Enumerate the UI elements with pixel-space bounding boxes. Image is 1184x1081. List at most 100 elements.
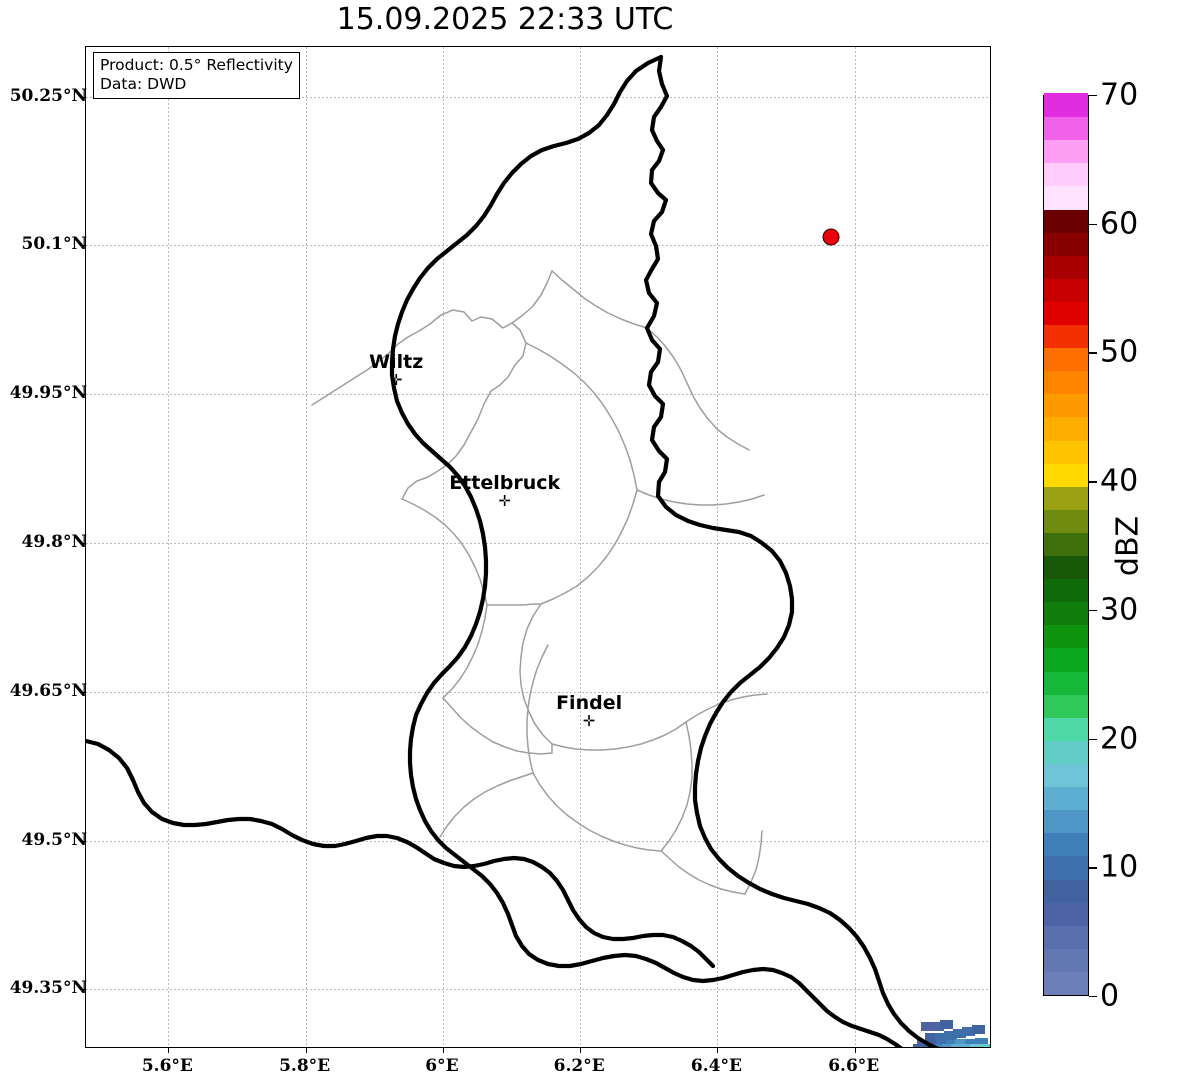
colorbar-band — [1044, 740, 1088, 764]
gridline-lon — [305, 47, 307, 1047]
colorbar-band — [1044, 532, 1088, 557]
gridline-lat — [86, 989, 990, 991]
colorbar-band — [1044, 347, 1088, 372]
x-axis-tick-label-0: 5.6°E — [141, 1056, 193, 1076]
info-box: Product: 0.5° Reflectivity Data: DWD — [93, 52, 300, 99]
page-title: 15.09.2025 22:33 UTC — [336, 2, 674, 37]
colorbar-band — [1044, 578, 1088, 603]
gridline-lat — [86, 96, 990, 98]
geography-layer — [86, 54, 939, 1047]
gridline-lon — [717, 47, 719, 1047]
colorbar-band — [1044, 301, 1088, 326]
y-axis-tick-label-6: 49.35°N — [9, 978, 87, 999]
city-label-findel: Findel ✛ — [556, 691, 623, 730]
colorbar-band — [1044, 670, 1088, 695]
y-axis-tick — [80, 691, 86, 693]
radar-echo-cell — [974, 1037, 988, 1047]
y-axis-tick — [80, 543, 86, 545]
colorbar-tick-label-0: 0 — [1100, 978, 1120, 1014]
colorbar-band — [1044, 324, 1088, 349]
colorbar-tick — [1089, 609, 1097, 612]
colorbar-band — [1044, 786, 1088, 811]
colorbar-tick-label-40: 40 — [1100, 463, 1139, 499]
radar-echo-cell — [925, 1032, 939, 1042]
city-label-ettelbruck: Ettelbruck ✛ — [449, 472, 561, 511]
x-axis-tick-label-5: 6.6°E — [828, 1056, 880, 1076]
y-axis-tick — [80, 96, 86, 98]
x-axis-tick — [717, 1047, 719, 1053]
city-label-wiltz: Wiltz ✛ — [369, 351, 423, 390]
colorbar-band — [1044, 185, 1088, 210]
national-borders — [86, 54, 939, 1047]
radar-echo-cell — [930, 1021, 944, 1031]
colorbar-tick-label-60: 60 — [1100, 206, 1139, 242]
y-axis-tick-label-4: 49.65°N — [9, 680, 87, 701]
colorbar-band — [1044, 486, 1088, 510]
radar-echo-cell — [936, 1039, 950, 1047]
colorbar-band — [1044, 255, 1088, 279]
colorbar-band — [1044, 717, 1088, 741]
y-axis-tick-label-3: 49.8°N — [21, 532, 87, 553]
colorbar-tick — [1089, 481, 1097, 483]
map-canvas: Wiltz✛Ettelbruck✛Findel✛Esch/Alzette✛ Pr… — [86, 47, 990, 1047]
radar-map-plot[interactable]: Wiltz✛Ettelbruck✛Findel✛Esch/Alzette✛ Pr… — [80, 46, 991, 1053]
radar-echo-cell — [940, 1019, 954, 1029]
colorbar-tick — [1089, 352, 1097, 354]
y-axis-tick — [80, 840, 86, 842]
y-axis-tick — [80, 245, 86, 247]
colorbar-tick-label-20: 20 — [1100, 721, 1139, 757]
city-marker-icon: ✛ — [582, 711, 596, 730]
gridline-lat — [86, 245, 990, 247]
radar-echo-cell — [945, 1039, 959, 1047]
radar-echo-cell — [941, 1043, 955, 1047]
colorbar-band — [1044, 694, 1088, 718]
colorbar-band — [1044, 463, 1088, 487]
x-axis-tick — [168, 1047, 170, 1053]
colorbar-tick-label-30: 30 — [1100, 592, 1139, 628]
colorbar-band — [1044, 278, 1088, 302]
x-axis-tick — [580, 1047, 582, 1053]
radar-echo-cell — [971, 1024, 985, 1034]
colorbar[interactable] — [1043, 93, 1089, 996]
radar-echo-cell — [970, 1043, 984, 1047]
city-marker-icon: ✛ — [498, 492, 511, 511]
city-name: Findel — [556, 691, 623, 714]
colorbar-band — [1044, 763, 1088, 788]
colorbar-band — [1044, 855, 1088, 880]
gridline-lat — [86, 394, 990, 396]
radar-echo-cell — [912, 1043, 926, 1047]
city-marker-icon: ✛ — [389, 371, 403, 390]
colorbar-band — [1044, 809, 1088, 834]
radar-echo-cell — [931, 1043, 945, 1047]
radar-echo-cell — [952, 1028, 966, 1038]
colorbar-band — [1044, 624, 1088, 649]
colorbar-band — [1044, 601, 1088, 626]
y-axis-tick-label-0: 50.25°N — [9, 85, 87, 106]
gridline-lon — [854, 47, 856, 1047]
colorbar-tick — [1089, 223, 1097, 226]
colorbar-band — [1044, 139, 1088, 164]
colorbar-tick — [1089, 867, 1097, 869]
colorbar-band — [1044, 971, 1088, 995]
radar-echo-cell — [944, 1030, 958, 1040]
gridline-lon — [168, 47, 170, 1047]
colorbar-band — [1044, 93, 1088, 118]
colorbar-band — [1044, 439, 1088, 464]
city-name: Ettelbruck — [449, 472, 561, 495]
x-axis-tick-label-2: 6°E — [425, 1056, 459, 1076]
colorbar-band — [1044, 416, 1088, 441]
colorbar-tick — [1089, 996, 1097, 998]
x-axis-tick-label-4: 6.4°E — [690, 1056, 742, 1076]
y-axis-tick-label-2: 49.95°N — [9, 383, 87, 404]
radar-echo-cell — [934, 1032, 948, 1042]
info-product-line: Product: 0.5° Reflectivity — [100, 56, 293, 74]
colorbar-band — [1044, 162, 1088, 187]
colorbar-title: dBZ — [1110, 515, 1146, 577]
radar-site-icon[interactable] — [822, 228, 840, 246]
x-axis-tick-label-3: 6.2°E — [553, 1056, 605, 1076]
gridline-lat — [86, 691, 990, 693]
y-axis-tick — [80, 989, 86, 991]
y-axis-tick-label-1: 50.1°N — [21, 234, 87, 255]
y-axis-tick — [80, 394, 86, 396]
y-axis-tick-label-5: 49.5°N — [21, 829, 87, 850]
